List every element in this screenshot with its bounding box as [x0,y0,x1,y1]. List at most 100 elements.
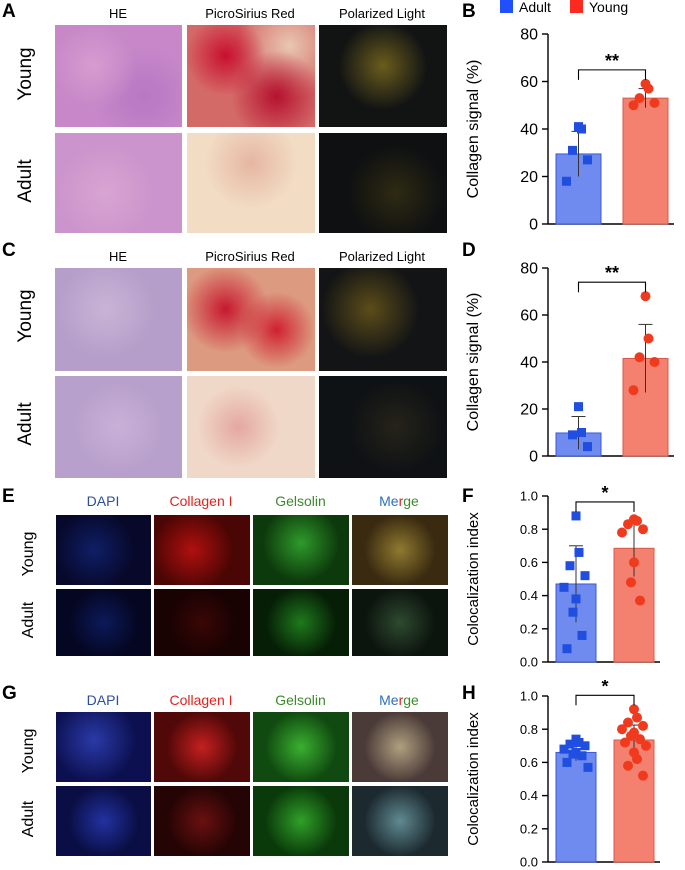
column-header-collagen: Collagen I [169,692,233,708]
data-point-adult [577,124,586,134]
significance-bracket [575,694,635,706]
micrograph-collagen-adult [154,786,250,856]
y-tick-label: 0.4 [520,788,538,803]
y-axis-label: Colocalization index [465,512,482,646]
significance-label: ** [605,51,619,71]
column-header-gelsolin: Gelsolin [275,692,326,708]
data-point-young [638,720,648,731]
row-label-young: Young [15,289,36,343]
y-tick-label: 0 [529,449,538,466]
row-label-young: Young [20,531,37,577]
chart-h-colocalization: 0.0 0.2 0.4 0.6 0.8 1.0 Colocalization index * [465,680,660,870]
column-header-picrosirius: PicroSirius Red [205,6,295,21]
y-tick-label: 20 [520,169,538,186]
y-tick-label: 0.4 [520,588,538,603]
significance-label: * [601,483,608,503]
y-tick-label: 0.6 [520,755,538,770]
micrograph-picrosirius-young [187,268,315,371]
y-axis-label: Colocalization index [465,712,482,846]
significance-bracket [575,501,635,512]
data-point-young [640,291,651,302]
row-label-adult: Adult [20,800,37,838]
data-point-young [623,760,633,771]
column-header-he: HE [108,6,128,21]
legend-label-young: Young [589,0,629,15]
significance-bracket [577,69,647,80]
y-tick-label: 0.8 [520,722,538,737]
data-point-adult [574,737,584,747]
micrograph-he-adult [55,376,182,478]
data-point-adult [583,762,593,772]
column-header-he: HE [108,249,128,264]
y-tick-label: 80 [520,27,538,44]
chart-b-collagen-signal: 0 20 40 60 80 Collagen signal (%) ** [465,27,674,234]
data-point-adult [559,744,569,754]
y-axis-label: Collagen signal (%) [465,293,482,432]
data-point-adult [577,751,587,761]
micrograph-dapi-adult [56,589,151,656]
bar-young [622,97,669,225]
data-point-adult [574,402,583,412]
data-point-adult [562,644,572,654]
micrograph-polarized-adult [319,376,447,478]
panel-letter-c: C [2,240,16,261]
legend-swatch-adult [500,0,513,13]
data-point-young [626,730,636,741]
micrograph-gelsolin-young [253,712,349,782]
data-point-adult [568,749,578,759]
data-point-young [632,515,642,526]
micrograph-merge-adult [352,589,448,656]
data-point-adult [577,428,586,437]
y-tick-label: 0.8 [520,522,538,537]
data-point-adult [571,511,581,521]
y-tick-label: 0.6 [520,555,538,570]
column-header-gelsolin: Gelsolin [275,493,326,509]
data-point-young [620,737,630,748]
column-header-dapi: DAPI [86,493,120,509]
data-point-young [635,595,645,606]
chart-d-collagen-signal: 0 20 40 60 80 Collagen signal (%) ** [465,261,674,466]
data-point-adult [562,757,572,767]
column-header-polarized: Polarized Light [339,249,425,264]
micrograph-picrosirius-young [187,25,315,127]
significance-label: * [601,680,608,696]
panel-letter-f: F [462,486,474,507]
data-point-young [641,740,651,751]
bar-adult [555,153,602,225]
column-header-collagen: Collagen I [169,493,233,509]
micrograph-he-adult [55,133,182,233]
micrograph-picrosirius-adult [187,133,315,233]
data-point-adult [565,739,575,749]
data-point-young [626,577,636,588]
y-tick-label: 0 [529,217,538,234]
data-point-young [632,754,642,765]
data-point-young [629,557,639,568]
y-tick-label: 60 [520,74,538,91]
legend-label-adult: Adult [519,0,551,15]
micrograph-dapi-adult [56,786,151,856]
y-tick-label: 0.2 [520,621,538,636]
y-tick-label: 0.2 [520,821,538,836]
micrograph-he-young [55,25,182,127]
y-tick-label: 0.0 [520,655,538,670]
bar-young [613,547,655,663]
significance-bracket [577,281,647,293]
y-tick-label: 60 [520,308,538,325]
micrograph-dapi-young [56,712,151,782]
panel-letter-b: B [462,1,476,22]
panel-letter-d: D [462,240,476,261]
micrograph-picrosirius-adult [187,376,315,478]
micrograph-polarized-young [319,25,447,127]
data-point-adult [571,594,581,604]
data-point-young [643,83,654,94]
data-point-young [638,524,648,535]
data-point-young [628,385,639,396]
data-point-adult [559,582,569,592]
y-tick-label: 20 [520,402,538,419]
row-label-young: Young [20,728,37,774]
micrograph-he-young [55,268,182,371]
data-point-adult [568,145,577,155]
micrograph-collagen-young [154,515,250,585]
row-label-young: Young [15,47,36,101]
micrograph-polarized-adult [319,133,447,233]
